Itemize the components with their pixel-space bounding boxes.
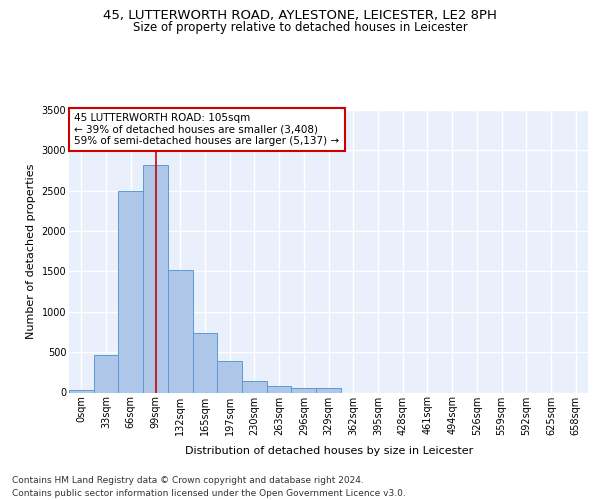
Text: 45, LUTTERWORTH ROAD, AYLESTONE, LEICESTER, LE2 8PH: 45, LUTTERWORTH ROAD, AYLESTONE, LEICEST… [103, 8, 497, 22]
Bar [94, 354, 118, 393]
Text: Distribution of detached houses by size in Leicester: Distribution of detached houses by size … [185, 446, 473, 456]
Bar [217, 361, 242, 392]
Bar [242, 381, 267, 392]
Bar [69, 390, 94, 392]
Bar [168, 270, 193, 392]
Text: Contains HM Land Registry data © Crown copyright and database right 2024.: Contains HM Land Registry data © Crown c… [12, 476, 364, 485]
Text: 45 LUTTERWORTH ROAD: 105sqm
← 39% of detached houses are smaller (3,408)
59% of : 45 LUTTERWORTH ROAD: 105sqm ← 39% of det… [74, 113, 340, 146]
Text: Size of property relative to detached houses in Leicester: Size of property relative to detached ho… [133, 21, 467, 34]
Bar [267, 386, 292, 392]
Bar [316, 388, 341, 392]
Text: Contains public sector information licensed under the Open Government Licence v3: Contains public sector information licen… [12, 489, 406, 498]
Y-axis label: Number of detached properties: Number of detached properties [26, 164, 36, 339]
Bar [118, 190, 143, 392]
Bar [292, 388, 316, 392]
Bar [143, 165, 168, 392]
Bar [193, 333, 217, 392]
